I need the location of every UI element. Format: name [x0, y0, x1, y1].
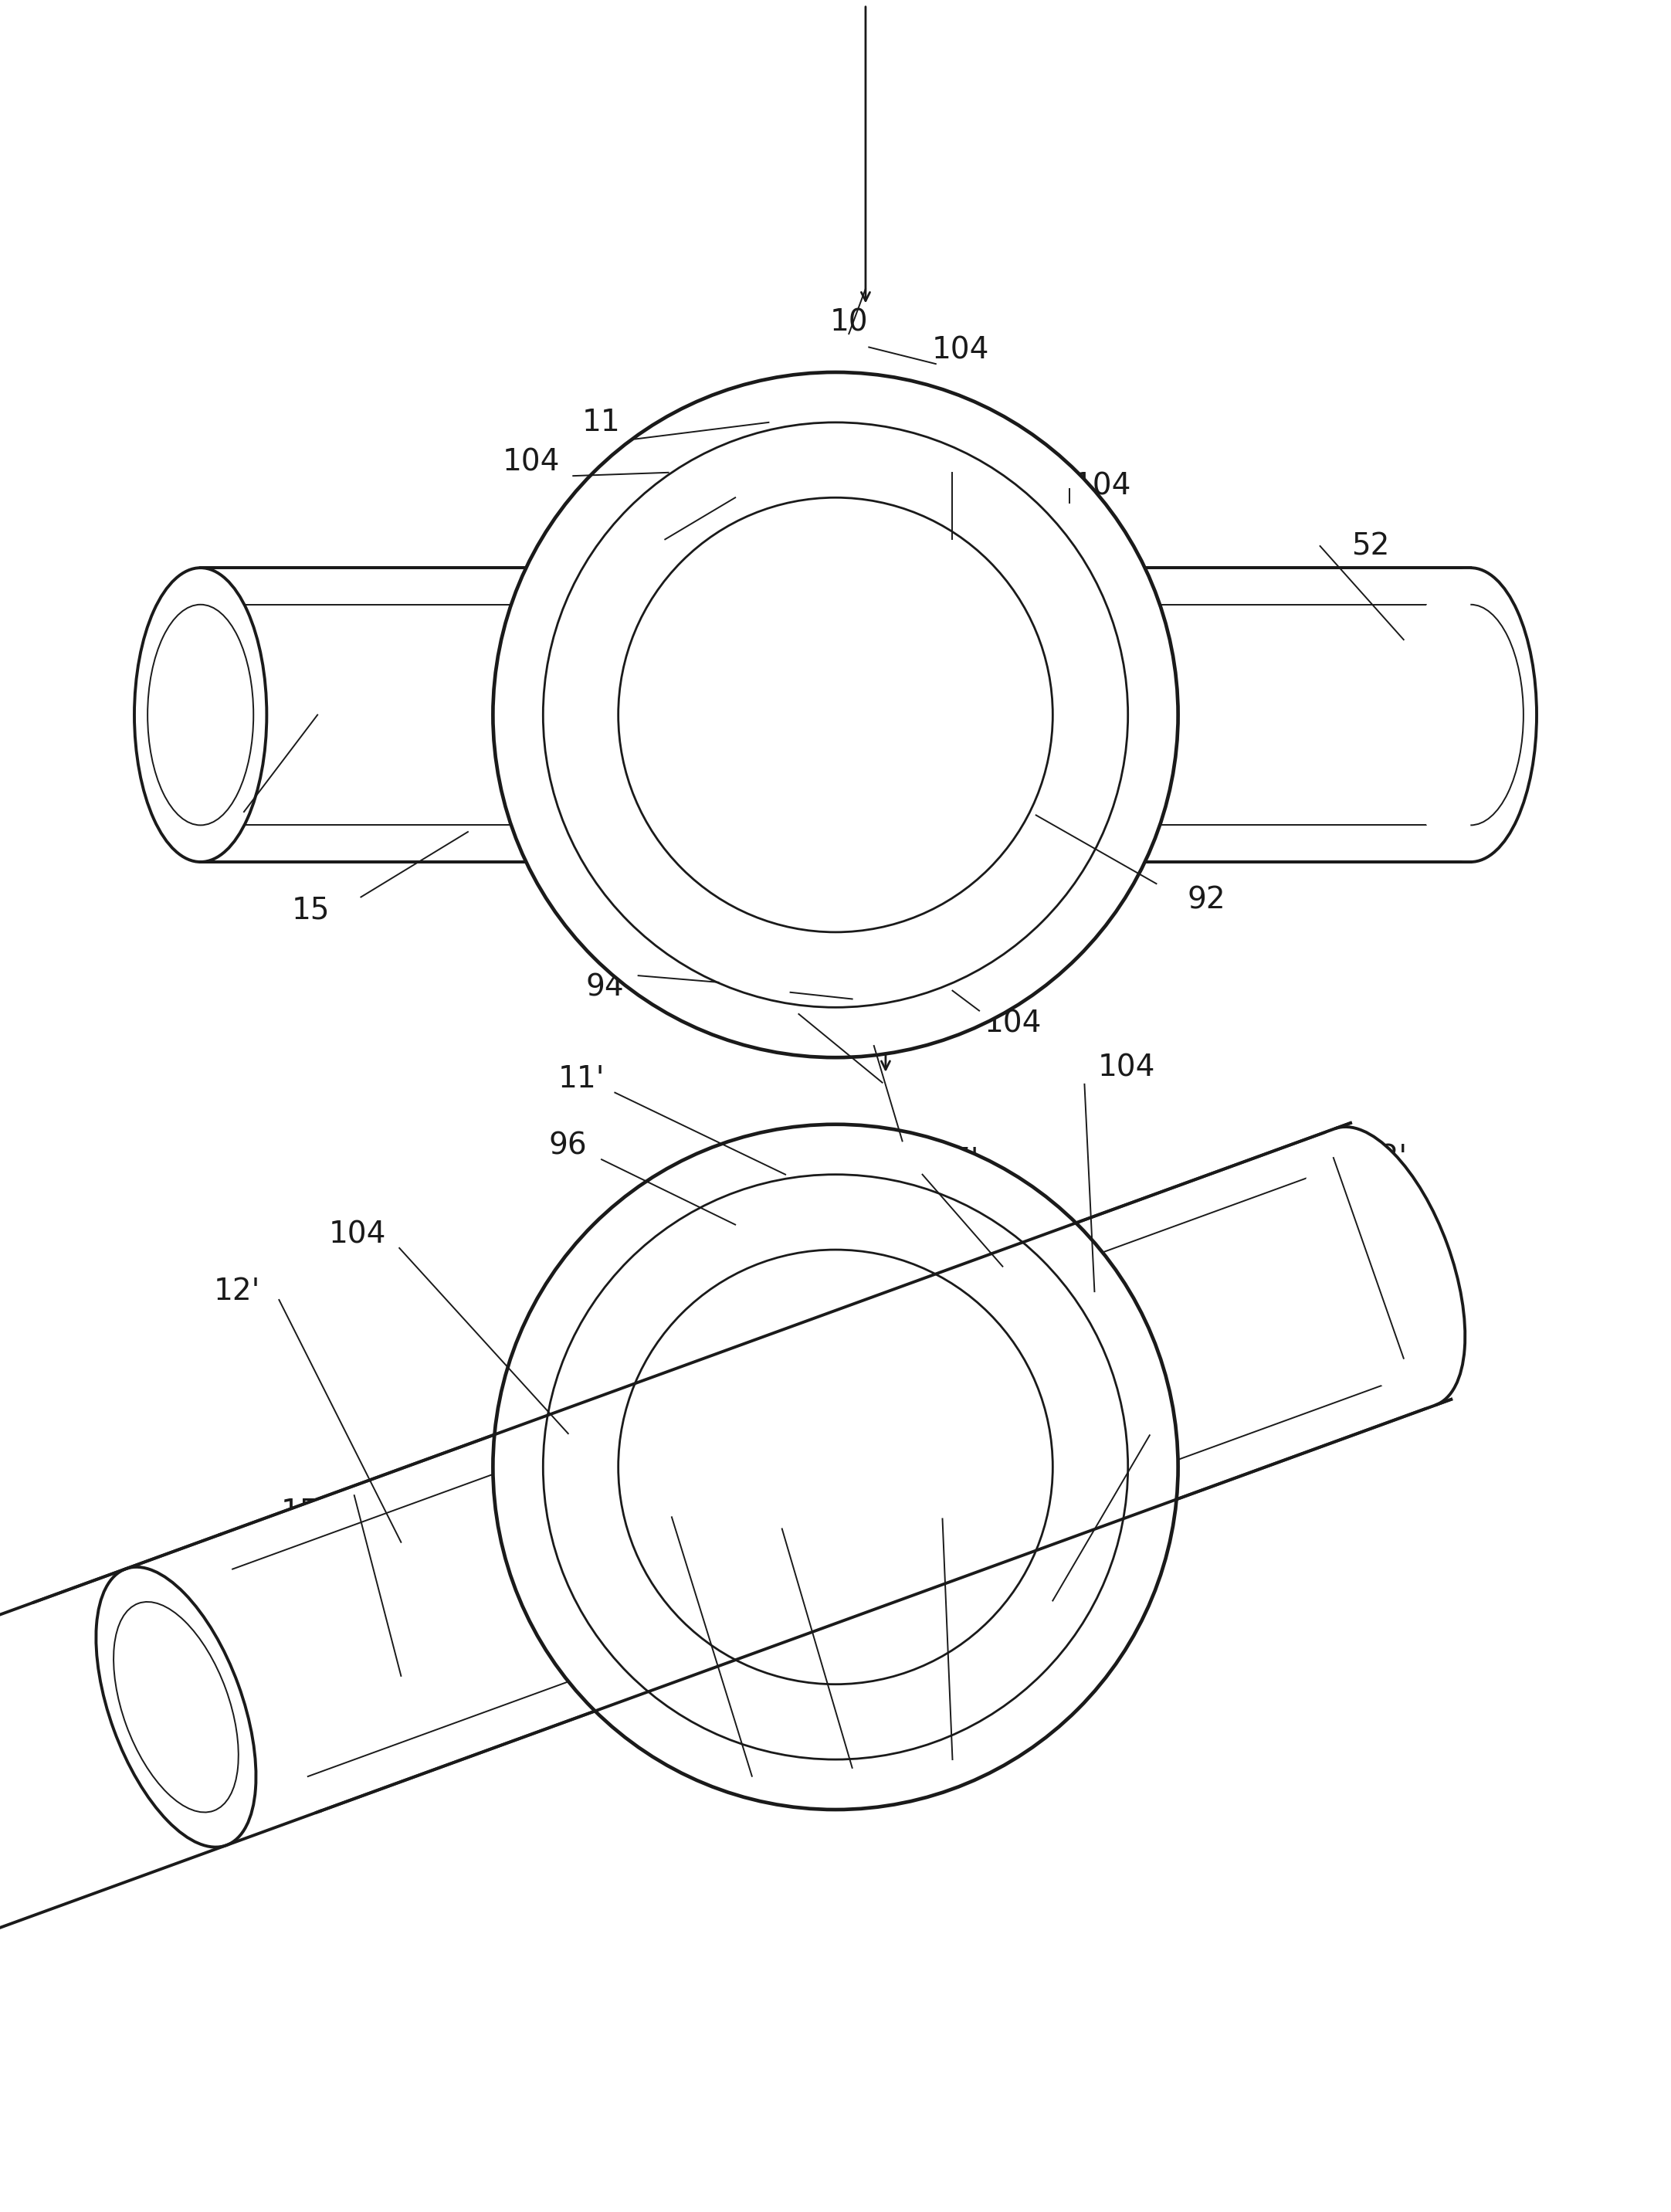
Text: 15': 15' — [281, 1498, 328, 1526]
Text: 11: 11 — [583, 407, 620, 438]
Text: 92: 92 — [1188, 885, 1225, 916]
Text: 12: 12 — [175, 805, 212, 834]
Text: 104: 104 — [932, 336, 989, 365]
Ellipse shape — [95, 1566, 256, 1847]
Text: 52': 52' — [1360, 1144, 1407, 1172]
Bar — [201, 568, 1470, 863]
Text: 52: 52 — [1352, 531, 1389, 560]
Text: 15: 15 — [292, 896, 329, 925]
Text: FIG. 2: FIG. 2 — [737, 920, 934, 978]
Text: 104: 104 — [329, 1221, 386, 1250]
Text: 92: 92 — [1181, 1438, 1218, 1467]
Polygon shape — [221, 1124, 1450, 1812]
Circle shape — [618, 498, 1053, 931]
Circle shape — [618, 1250, 1053, 1683]
Text: 104: 104 — [984, 1009, 1041, 1040]
Ellipse shape — [134, 568, 267, 863]
Text: 10': 10' — [759, 989, 805, 1018]
Text: 94: 94 — [587, 973, 623, 1002]
Ellipse shape — [1305, 1126, 1465, 1407]
Circle shape — [493, 372, 1178, 1057]
Text: 104: 104 — [503, 447, 560, 478]
Text: 94: 94 — [620, 1515, 657, 1544]
Text: 12': 12' — [214, 1276, 261, 1305]
Text: 90': 90' — [759, 1528, 805, 1557]
Text: 104: 104 — [871, 1018, 927, 1046]
Text: 97: 97 — [968, 511, 1004, 540]
Text: 90: 90 — [780, 989, 817, 1020]
Text: 96: 96 — [613, 511, 650, 540]
Text: 104: 104 — [947, 1517, 1004, 1546]
Text: FIG. 3: FIG. 3 — [737, 1701, 934, 1759]
Text: 11': 11' — [558, 1064, 605, 1095]
Text: 104: 104 — [1098, 1053, 1155, 1082]
Text: 96: 96 — [550, 1130, 587, 1161]
Ellipse shape — [1404, 568, 1537, 863]
Text: 97': 97' — [932, 1146, 979, 1177]
Circle shape — [493, 1124, 1178, 1809]
Text: 104: 104 — [1074, 471, 1131, 500]
Text: 10: 10 — [830, 307, 867, 336]
